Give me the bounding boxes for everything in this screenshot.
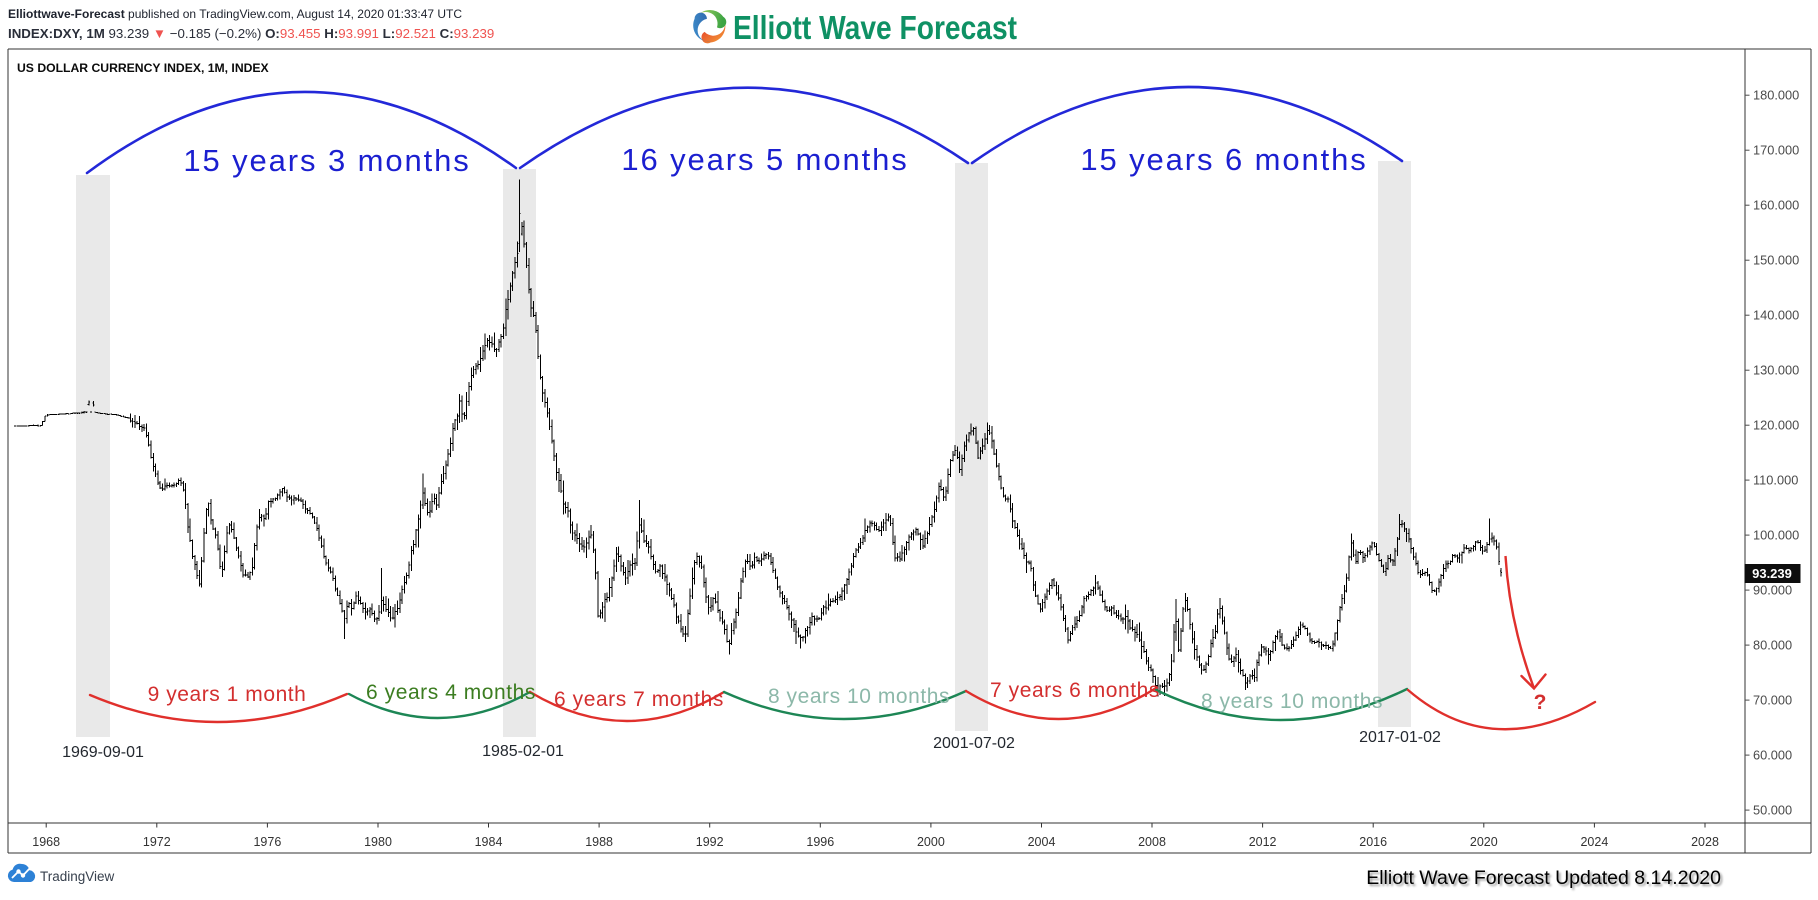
svg-text:Elliottwave-Forecast published: Elliottwave-Forecast published on Tradin… bbox=[8, 7, 462, 21]
svg-text:2008: 2008 bbox=[1138, 835, 1166, 849]
svg-text:160.000: 160.000 bbox=[1753, 198, 1799, 213]
svg-text:150.000: 150.000 bbox=[1753, 253, 1799, 268]
svg-text:7 years 6 months: 7 years 6 months bbox=[990, 679, 1160, 702]
svg-text:8 years 10 months: 8 years 10 months bbox=[1201, 690, 1383, 713]
svg-text:2028: 2028 bbox=[1691, 835, 1719, 849]
svg-text:1985-02-01: 1985-02-01 bbox=[482, 743, 564, 760]
svg-text:1968: 1968 bbox=[32, 835, 60, 849]
svg-text:100.000: 100.000 bbox=[1753, 527, 1799, 542]
svg-text:170.000: 170.000 bbox=[1753, 143, 1799, 158]
svg-text:180.000: 180.000 bbox=[1753, 88, 1799, 103]
svg-text:50.000: 50.000 bbox=[1753, 802, 1792, 817]
svg-text:2004: 2004 bbox=[1028, 835, 1056, 849]
svg-text:16 years 5 months: 16 years 5 months bbox=[621, 142, 908, 177]
svg-text:TradingView: TradingView bbox=[40, 869, 115, 884]
svg-text:1996: 1996 bbox=[806, 835, 834, 849]
svg-text:1972: 1972 bbox=[143, 835, 171, 849]
svg-text:2012: 2012 bbox=[1249, 835, 1277, 849]
svg-text:80.000: 80.000 bbox=[1753, 637, 1792, 652]
svg-text:130.000: 130.000 bbox=[1753, 363, 1799, 378]
svg-text:2000: 2000 bbox=[917, 835, 945, 849]
svg-text:70.000: 70.000 bbox=[1753, 692, 1792, 707]
svg-text:1992: 1992 bbox=[696, 835, 724, 849]
svg-text:1969-09-01: 1969-09-01 bbox=[62, 744, 144, 761]
svg-text:2017-01-02: 2017-01-02 bbox=[1359, 729, 1441, 746]
svg-text:?: ? bbox=[1534, 691, 1547, 714]
svg-text:US DOLLAR CURRENCY INDEX, 1M,: US DOLLAR CURRENCY INDEX, 1M, INDEX bbox=[17, 61, 270, 75]
svg-text:15 years 6 months: 15 years 6 months bbox=[1080, 142, 1367, 177]
svg-text:2024: 2024 bbox=[1580, 835, 1608, 849]
svg-text:15 years 3 months: 15 years 3 months bbox=[183, 143, 470, 178]
svg-text:1984: 1984 bbox=[475, 835, 503, 849]
svg-text:9 years 1 month: 9 years 1 month bbox=[148, 683, 307, 706]
svg-text:140.000: 140.000 bbox=[1753, 308, 1799, 323]
svg-text:6 years 4 months: 6 years 4 months bbox=[366, 681, 536, 704]
svg-text:1988: 1988 bbox=[585, 835, 613, 849]
svg-text:1980: 1980 bbox=[364, 835, 392, 849]
svg-text:1976: 1976 bbox=[253, 835, 281, 849]
svg-text:Elliott Wave Forecast Updated: Elliott Wave Forecast Updated 8.14.2020 bbox=[1366, 867, 1721, 889]
svg-text:120.000: 120.000 bbox=[1753, 418, 1799, 433]
svg-text:93.239: 93.239 bbox=[1752, 566, 1792, 581]
svg-text:6 years 7 months: 6 years 7 months bbox=[554, 688, 724, 711]
svg-text:2016: 2016 bbox=[1359, 835, 1387, 849]
svg-text:Elliott Wave Forecast: Elliott Wave Forecast bbox=[733, 9, 1017, 46]
svg-text:90.000: 90.000 bbox=[1753, 582, 1792, 597]
svg-text:2020: 2020 bbox=[1470, 835, 1498, 849]
svg-text:INDEX:DXY, 1M 93.239 ▼ −0.185: INDEX:DXY, 1M 93.239 ▼ −0.185 (−0.2%) O:… bbox=[8, 26, 494, 41]
svg-text:2001-07-02: 2001-07-02 bbox=[933, 735, 1015, 752]
svg-text:60.000: 60.000 bbox=[1753, 747, 1792, 762]
svg-text:8 years 10 months: 8 years 10 months bbox=[768, 685, 950, 708]
svg-text:110.000: 110.000 bbox=[1753, 472, 1798, 487]
